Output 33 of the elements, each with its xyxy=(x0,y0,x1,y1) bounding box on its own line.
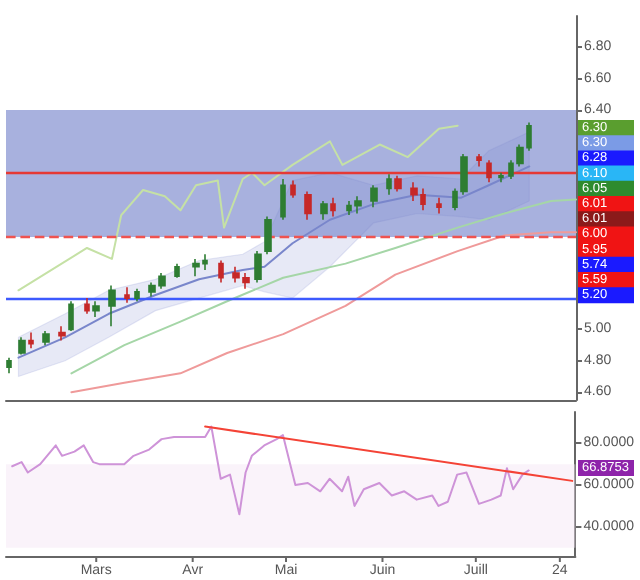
candlestick xyxy=(18,336,26,356)
candlestick xyxy=(218,259,224,284)
candlestick xyxy=(410,181,418,202)
candlestick xyxy=(436,197,442,215)
candlestick xyxy=(280,178,286,221)
candlestick xyxy=(386,173,392,196)
candlestick xyxy=(68,300,74,332)
candlestick xyxy=(192,258,200,277)
candlestick xyxy=(174,262,180,279)
candlestick xyxy=(92,300,100,318)
candlestick xyxy=(354,195,362,215)
candlestick xyxy=(304,190,312,221)
candlestick xyxy=(264,215,272,256)
candlestick xyxy=(320,200,328,221)
candlestick xyxy=(498,171,504,183)
candlestick xyxy=(254,250,262,284)
candlestick xyxy=(124,286,130,304)
candlestick xyxy=(42,330,50,346)
line-series xyxy=(17,165,531,359)
candlestick xyxy=(134,287,140,303)
candlestick xyxy=(370,184,378,209)
candlestick xyxy=(28,331,34,350)
line-series xyxy=(17,124,459,292)
candlestick xyxy=(6,356,12,375)
candlestick xyxy=(108,284,116,328)
candlestick xyxy=(394,175,402,193)
candlestick xyxy=(58,325,66,342)
candlestick xyxy=(486,159,492,183)
candlestick xyxy=(290,179,296,199)
candlestick xyxy=(330,197,336,218)
candlestick xyxy=(476,153,482,168)
candlestick xyxy=(84,297,90,315)
line-series xyxy=(11,425,530,516)
